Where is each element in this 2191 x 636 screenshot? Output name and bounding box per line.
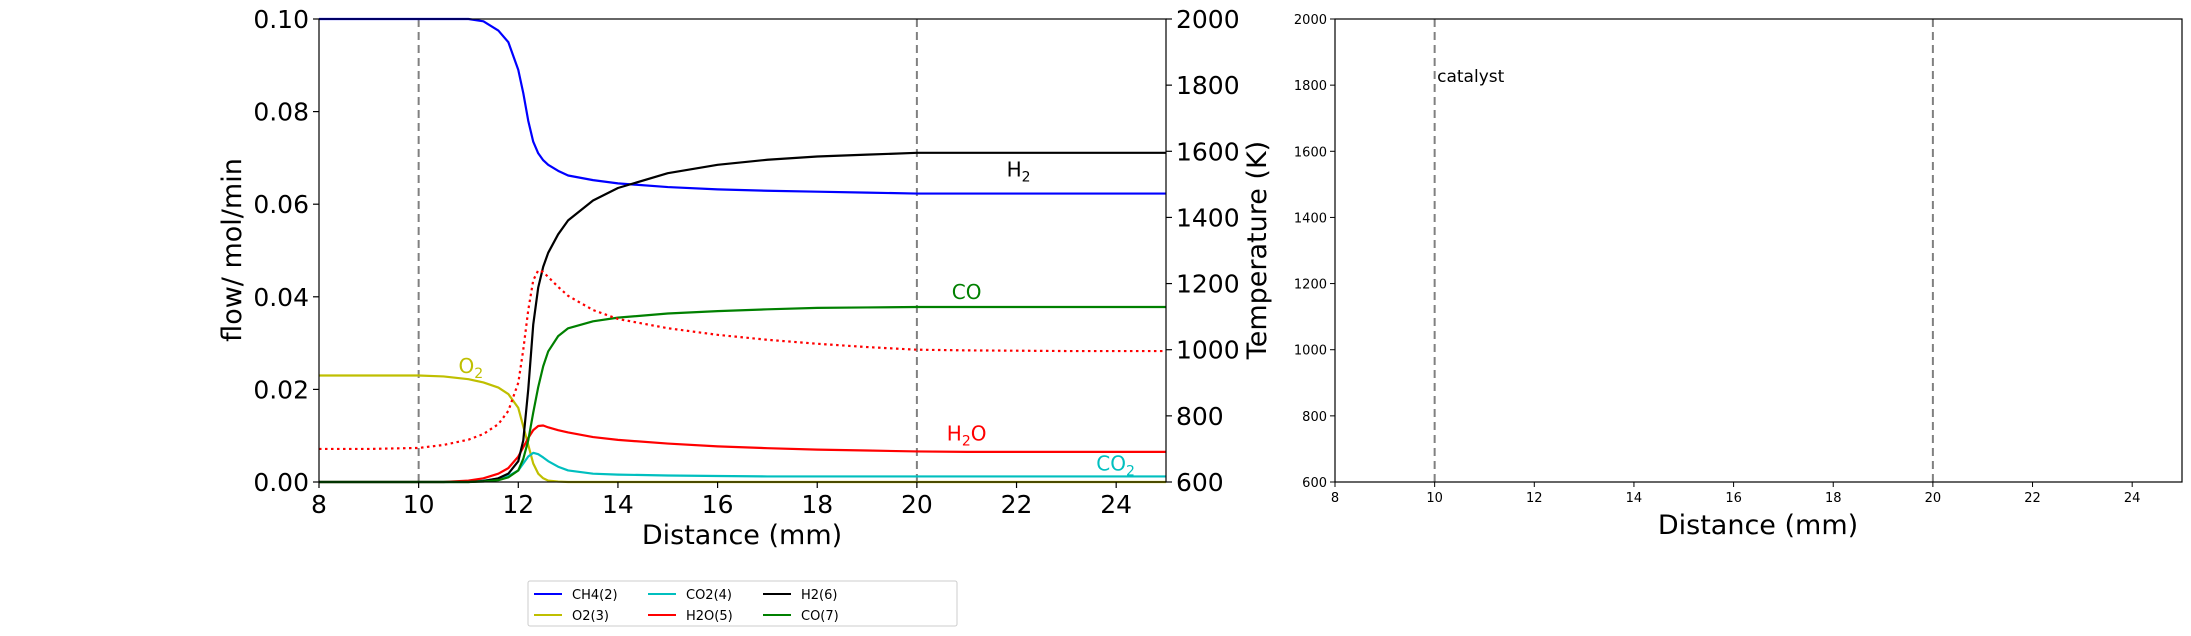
right-x-tick-label: 14 <box>1626 491 1643 506</box>
right-x-axis-label: Distance (mm) <box>1658 510 1858 541</box>
left-x-tick-label: 18 <box>801 490 833 519</box>
left-x-tick-label: 20 <box>901 490 933 519</box>
left-plot-frame <box>318 18 1167 483</box>
species-annotation-main: H <box>947 421 962 445</box>
right-x-tick-label: 16 <box>1725 491 1742 506</box>
species-annotation: CO <box>952 280 982 304</box>
species-annotation-main: H <box>1007 157 1022 181</box>
right-x-tick-label: 8 <box>1331 491 1339 506</box>
right-x-tick-label: 22 <box>2024 491 2041 506</box>
legend-label: O2(3) <box>572 609 609 624</box>
left-y-tick-label: 0.06 <box>253 190 309 219</box>
left-y-tick-label: 0.10 <box>253 5 309 34</box>
left-y2-tick-label: 800 <box>1176 402 1224 431</box>
right-y-tick-label: 600 <box>1302 476 1327 491</box>
right-plot: catalyst 8 10 12 14 16 18 20 22 24 600 800 1000 120… <box>1294 13 2183 541</box>
left-x-tick-label: 12 <box>502 490 534 519</box>
left-y-axis-label: flow/ mol/min <box>217 158 248 342</box>
left-y-tick-label: 0.02 <box>253 375 309 404</box>
left-plot-area <box>319 19 1166 482</box>
legend-label: CH4(2) <box>572 588 618 603</box>
species-annotation: H2O <box>947 421 987 449</box>
left-y2-tick-label: 1000 <box>1176 336 1240 365</box>
legend-label: H2O(5) <box>686 609 733 624</box>
species-annotation: CO2 <box>1096 451 1135 479</box>
left-y2-tick-label: 1800 <box>1176 71 1240 100</box>
legend-label: H2(6) <box>801 588 837 603</box>
right-y-tick-label: 1000 <box>1294 344 1327 359</box>
left-y2-tick-label: 1200 <box>1176 270 1240 299</box>
right-x-tick-label: 12 <box>1526 491 1543 506</box>
species-annotation: H2 <box>1007 157 1031 185</box>
species-annotation-main: CO <box>952 280 982 304</box>
right-y-tick-label: 2000 <box>1294 13 1327 28</box>
left-y-tick-label: 0.04 <box>253 283 309 312</box>
left-x-tick-label: 8 <box>311 490 327 519</box>
species-annotation-main: CO <box>1096 451 1126 475</box>
left-y2-tick-label: 600 <box>1176 468 1224 497</box>
left-y-tick-label: 0.00 <box>253 468 309 497</box>
right-x-tick-label: 10 <box>1426 491 1443 506</box>
left-y2-tick-label: 1600 <box>1176 137 1240 166</box>
series-line-ch4-2- <box>319 17 1166 195</box>
species-annotation: O2 <box>459 354 484 382</box>
species-annotation-subscript: 2 <box>962 433 971 449</box>
legend: CH4(2) O2(3) CO2(4) H2O(5) H2(6) CO(7) <box>527 580 958 627</box>
temperature-line <box>319 268 1166 451</box>
left-y2-axis-label: Temperature (K) <box>1242 141 1273 360</box>
legend-box <box>527 580 958 627</box>
species-annotation-subscript: 2 <box>474 366 483 382</box>
right-y-tick-label: 1800 <box>1294 79 1327 94</box>
legend-label: CO(7) <box>801 609 839 624</box>
right-y-tick-label: 800 <box>1302 410 1327 425</box>
right-plot-frame <box>1334 18 2183 483</box>
species-annotation-subscript: 2 <box>1126 463 1135 479</box>
left-x-tick-label: 14 <box>602 490 634 519</box>
left-y-tick-label: 0.08 <box>253 98 309 127</box>
right-x-tick-label: 18 <box>1825 491 1842 506</box>
right-plot-area <box>1335 19 2182 482</box>
catalyst-label: catalyst <box>1437 67 1504 87</box>
series-line-h2o-5- <box>319 424 1166 484</box>
species-annotation-subscript: 2 <box>1022 169 1031 185</box>
left-x-tick-label: 10 <box>403 490 435 519</box>
right-y-tick-label: 1600 <box>1294 145 1327 160</box>
right-x-tick-label: 20 <box>1925 491 1942 506</box>
right-y-tick-label: 1400 <box>1294 211 1327 226</box>
species-annotation-main: O <box>459 354 475 378</box>
right-y-tick-label: 1200 <box>1294 278 1327 293</box>
right-x-tick-label: 24 <box>2124 491 2141 506</box>
left-x-tick-label: 24 <box>1100 490 1132 519</box>
left-y2-tick-label: 1400 <box>1176 203 1240 232</box>
left-x-tick-label: 22 <box>1001 490 1033 519</box>
left-y2-tick-label: 2000 <box>1176 5 1240 34</box>
left-x-axis-label: Distance (mm) <box>642 520 842 551</box>
left-x-tick-label: 16 <box>702 490 734 519</box>
legend-label: CO2(4) <box>686 588 732 603</box>
species-annotation-suffix: O <box>971 421 987 445</box>
